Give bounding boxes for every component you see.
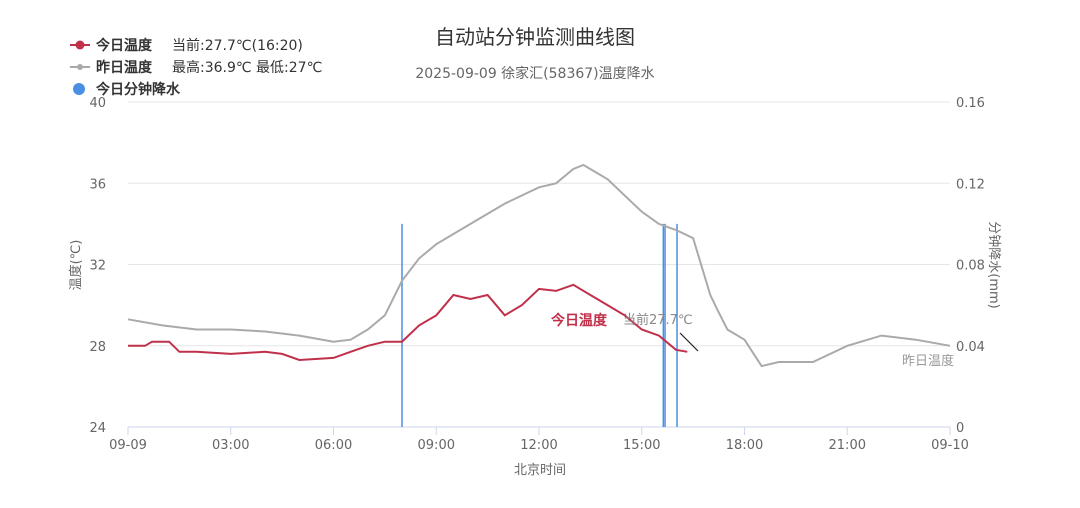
legend-item-label: 今日分钟降水 (95, 81, 181, 98)
x-tick-label: 06:00 (315, 438, 352, 453)
x-tick-label: 09:00 (418, 438, 455, 453)
legend-item-label: 今日温度 (95, 37, 153, 54)
y-left-tick-label: 24 (89, 421, 106, 436)
y-right-tick-label: 0.08 (956, 259, 985, 274)
x-tick-label: 09-10 (931, 438, 969, 453)
y-right-tick-label: 0 (956, 421, 964, 436)
legend-item-label: 昨日温度 (96, 59, 153, 76)
yesterday-temp-line (127, 163, 951, 368)
x-tick-label: 21:00 (829, 438, 866, 453)
y-right-tick-label: 0.12 (956, 177, 985, 192)
legend-item-note: 最高:36.9℃ 最低:27℃ (172, 59, 322, 76)
legend-marker-icon (77, 64, 83, 70)
y-right-tick-label: 0.04 (956, 340, 985, 355)
chart-subtitle: 2025-09-09 徐家汇(58367)温度降水 (415, 65, 654, 82)
today-series-label: 今日温度 (550, 312, 608, 329)
x-tick-label: 15:00 (623, 438, 660, 453)
y-axis-right-label: 分钟降水(mm) (986, 221, 1002, 308)
y-left-tick-label: 36 (89, 177, 106, 192)
x-tick-label: 03:00 (212, 438, 249, 453)
y-left-tick-label: 40 (89, 96, 106, 111)
x-tick-label: 12:00 (520, 438, 557, 453)
y-left-tick-label: 28 (89, 340, 106, 355)
current-temp-annotation: 当前27.7℃ (623, 312, 693, 328)
y-right-tick-label: 0.16 (956, 96, 985, 111)
y-left-tick-label: 32 (89, 259, 106, 274)
legend-marker-icon (75, 40, 85, 50)
x-axis-label: 北京时间 (514, 463, 566, 478)
x-tick-label: 18:00 (726, 438, 763, 453)
legend-dot-icon (73, 83, 85, 95)
x-tick-label: 09-09 (109, 438, 147, 453)
annotation-pointer (679, 332, 699, 352)
y-axis-left-label: 温度(℃) (68, 240, 84, 291)
today-temp-line (128, 283, 688, 362)
chart-title: 自动站分钟监测曲线图 (435, 25, 635, 49)
yesterday-series-label: 昨日温度 (902, 353, 954, 369)
legend-item-note: 当前:27.7℃(16:20) (172, 37, 303, 54)
